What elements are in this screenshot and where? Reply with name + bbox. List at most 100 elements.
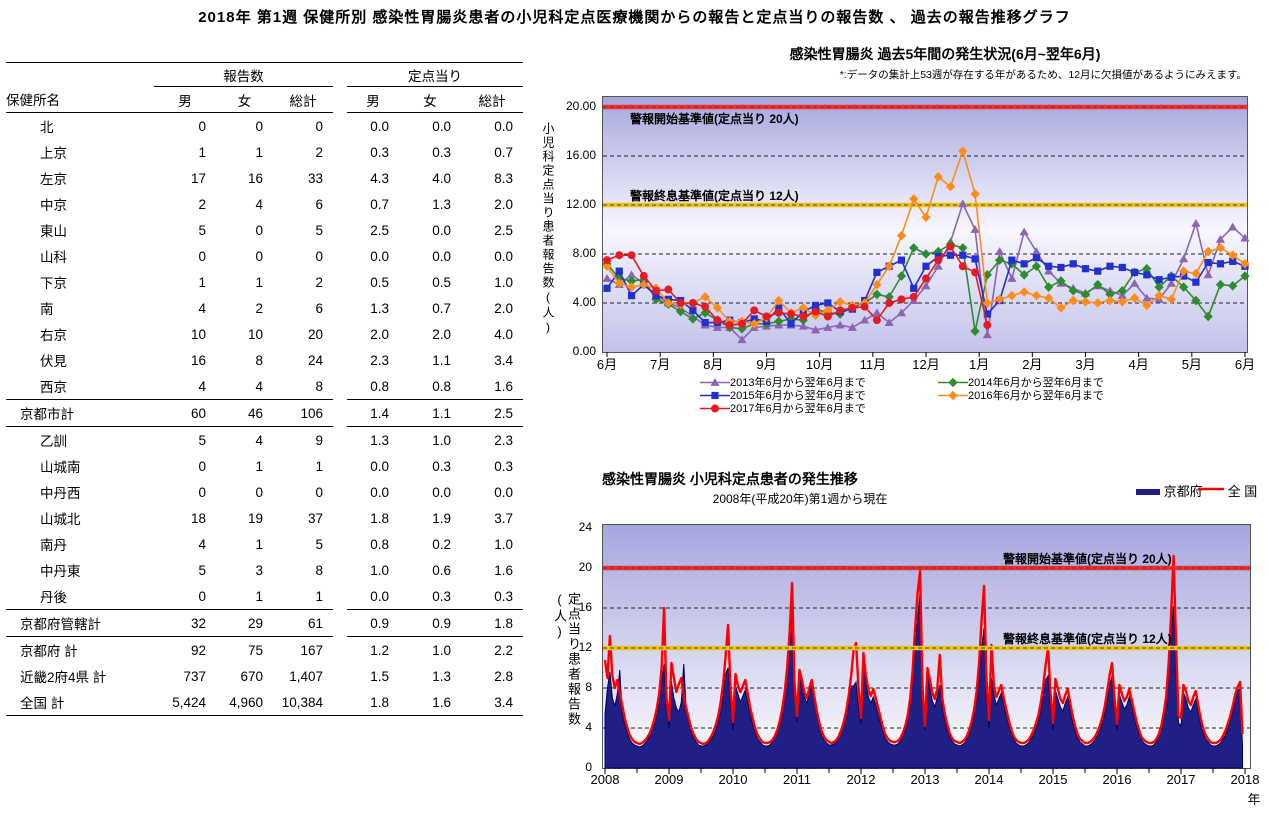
- health-center-name: 伏見: [40, 354, 67, 369]
- table-cell: 0.5: [370, 274, 389, 290]
- table-row: 南 4 2 6 1.3 0.7 2.0: [6, 295, 523, 321]
- table-cell: 20: [307, 326, 323, 342]
- chart1-legend-label: 2016年6月から翌年6月まで: [968, 390, 1104, 403]
- table-cell: 0.3: [494, 458, 513, 474]
- chart2-x-tick-label: 2017: [1166, 772, 1196, 787]
- spacer-cell: [333, 505, 347, 531]
- spacer-cell: [333, 557, 347, 583]
- table-cell: 5: [198, 432, 206, 448]
- spacer-cell: [333, 373, 347, 400]
- table-cell: 1.1: [399, 399, 461, 427]
- health-center-name: 右京: [40, 328, 67, 343]
- table-cell: 2.5: [461, 399, 523, 427]
- chart2-alert-start-label: 警報開始基準値(定点当り 20人): [1003, 552, 1172, 566]
- table-cell: 1.8: [461, 609, 523, 637]
- table-cell: 1: [198, 144, 206, 160]
- health-center-name: 京都府 計: [20, 644, 78, 659]
- table-cell: 0.0: [370, 458, 389, 474]
- triangle-marker-icon: [700, 378, 730, 386]
- table-cell: 1.0: [494, 536, 513, 552]
- table-cell: 737: [183, 668, 206, 684]
- table-cell: 2: [198, 196, 206, 212]
- diamond-marker-icon: [938, 377, 968, 388]
- table-cell: 1.9: [432, 510, 451, 526]
- chart2-plot: [602, 524, 1251, 774]
- table-row: 下京 1 1 2 0.5 0.5 1.0: [6, 269, 523, 295]
- health-center-name: 中丹東: [40, 564, 81, 579]
- chart2-y-tick-label: 4: [585, 720, 592, 734]
- chart1-legend-label: 2015年6月から翌年6月まで: [730, 390, 866, 403]
- table-cell: 0.0: [432, 222, 451, 238]
- spacer-cell: [333, 165, 347, 191]
- chart2-subtitle: 2008年(平成20年)第1週から現在: [712, 492, 888, 506]
- square-marker-icon: [700, 392, 730, 400]
- table-cell: 1.0: [494, 274, 513, 290]
- table-cell: 18: [190, 510, 206, 526]
- table-cell: 2.3: [494, 432, 513, 448]
- table-cell: 1: [255, 458, 263, 474]
- chart2-x-tick-label: 2012: [846, 772, 876, 787]
- table-row: 上京 1 1 2 0.3 0.3 0.7: [6, 139, 523, 165]
- table-cell: 0.8: [370, 536, 389, 552]
- table-row: 山城南 0 1 1 0.0 0.3 0.3: [6, 453, 523, 479]
- table-cell: 2.8: [494, 668, 513, 684]
- chart2-y-tick-label: 8: [585, 680, 592, 694]
- diamond-marker-icon: [938, 390, 968, 401]
- chart2-x-axis-unit: 年: [1247, 792, 1261, 807]
- table-row: 全国 計 5,424 4,960 10,384 1.8 1.6 3.4: [6, 689, 523, 716]
- chart2-x-tick-label: 2015: [1038, 772, 1068, 787]
- table-cell: 3: [255, 562, 263, 578]
- health-center-name: 下京: [40, 276, 67, 291]
- chart1-y-tick-label: 0.00: [572, 344, 596, 358]
- table-row: 中京 2 4 6 0.7 1.3 2.0: [6, 191, 523, 217]
- health-center-name: 南: [40, 302, 54, 317]
- health-center-name: 中京: [40, 198, 67, 213]
- group-header-reports: 報告数: [154, 62, 333, 87]
- spacer-cell: [333, 583, 347, 610]
- table-cell: 10: [190, 326, 206, 342]
- chart2-x-tick-label: 2018: [1230, 772, 1260, 787]
- kyoto-swatch-icon: [1136, 489, 1160, 495]
- chart2-legend-kyoto-label: 京都府: [1163, 484, 1203, 499]
- table-row: 京都府管轄計 32 29 61 0.9 0.9 1.8: [6, 609, 523, 637]
- table-cell: 0: [255, 248, 263, 264]
- spacer-cell: [333, 637, 347, 664]
- chart1-plot: [602, 96, 1250, 357]
- chart2-legend-kyoto: 京都府: [1136, 481, 1203, 500]
- chart2-legend-national: 全 国: [1198, 481, 1257, 500]
- column-header-total: 総計: [273, 86, 333, 113]
- table-cell: 6: [315, 196, 323, 212]
- national-line-series: [603, 554, 1244, 746]
- table-cell: 2.5: [494, 222, 513, 238]
- table-row: 南丹 4 1 5 0.8 0.2 1.0: [6, 531, 523, 557]
- table-cell: 4: [255, 378, 263, 394]
- chart1-note: *:データの集計上53週が存在する年があるため、12月に欠損値があるようにみえま…: [839, 69, 1247, 81]
- table-cell: 4.0: [494, 326, 513, 342]
- chart2-y-tick-label: 20: [578, 560, 592, 574]
- chart2-alert-end-label: 警報終息基準値(定点当り 12人): [1003, 632, 1172, 646]
- chart1-x-tick-label: 10月: [805, 357, 834, 372]
- health-center-name: 山城北: [40, 512, 81, 527]
- chart1-x-tick-label: 9月: [756, 357, 777, 372]
- table-cell: 0.3: [432, 458, 451, 474]
- table-cell: 0.3: [432, 588, 451, 604]
- chart2-x-tick-label: 2010: [718, 772, 748, 787]
- table-cell: 4: [198, 300, 206, 316]
- table-cell: 4: [198, 536, 206, 552]
- table-row: 京都市計 60 46 106 1.4 1.1 2.5: [6, 399, 523, 427]
- table-cell: 1.3: [432, 668, 451, 684]
- table-cell: 0.7: [494, 144, 513, 160]
- table-cell: 0: [198, 458, 206, 474]
- table-cell: 4: [255, 196, 263, 212]
- chart1-x-tick-label: 4月: [1128, 357, 1149, 372]
- table-cell: 0: [198, 588, 206, 604]
- table-cell: 33: [307, 170, 323, 186]
- spacer-cell: [333, 531, 347, 557]
- table-cell: 4.3: [370, 170, 389, 186]
- table-cell: 1.4: [347, 399, 399, 427]
- table-cell: 0.7: [370, 196, 389, 212]
- chart2-y-tick-label: 24: [578, 520, 592, 534]
- spacer-cell: [333, 347, 347, 373]
- table-cell: 0: [198, 118, 206, 134]
